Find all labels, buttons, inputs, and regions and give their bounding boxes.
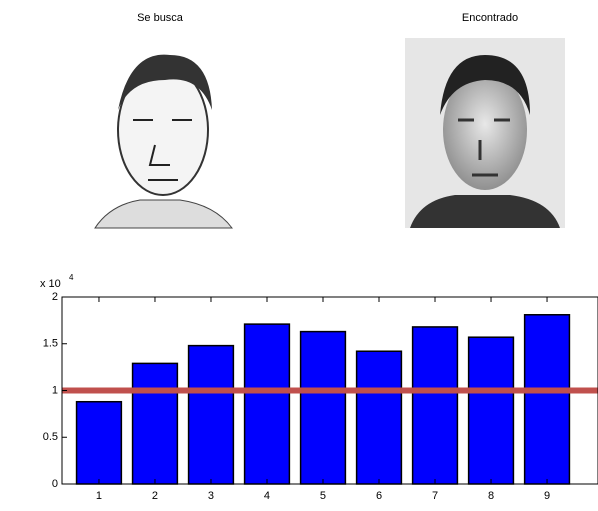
bar (525, 315, 570, 484)
figure: Se busca Encontrado 0 0.5 1 1.5 2 1 2 3 4 5 6 7 8 9 x … (0, 0, 598, 511)
x-tick-label: 1 (96, 490, 102, 502)
y-tick-label: 0.5 (43, 431, 58, 443)
bar-chart: 0 0.5 1 1.5 2 1 2 3 4 5 6 7 8 9 x 10 4 (40, 273, 598, 502)
bar (189, 346, 234, 484)
x-tick-label: 6 (376, 490, 382, 502)
y-tick-label: 0 (52, 478, 58, 490)
bar (301, 332, 346, 484)
y-multiplier: x 10 (40, 278, 61, 290)
image-title: Se busca (137, 12, 184, 24)
bar (469, 337, 514, 484)
x-tick-label: 5 (320, 490, 326, 502)
x-tick-label: 7 (432, 490, 438, 502)
photo-image (405, 38, 565, 228)
bar (245, 324, 290, 484)
x-tick-label: 3 (208, 490, 214, 502)
y-multiplier-exponent: 4 (69, 273, 74, 282)
page: Se busca Encontrado 0 0.5 1 1.5 2 1 2 3 4 5 6 7 8 9 x … (0, 0, 598, 511)
bar (133, 363, 178, 484)
y-tick-label: 1 (52, 384, 58, 396)
y-tick-label: 2 (52, 291, 58, 303)
x-tick-label: 4 (264, 490, 270, 502)
x-tick-label: 9 (544, 490, 550, 502)
bar (413, 327, 458, 484)
bar (357, 351, 402, 484)
bar (77, 402, 122, 484)
x-tick-label: 8 (488, 490, 494, 502)
image-title: Encontrado (462, 12, 518, 24)
y-tick-label: 1.5 (43, 338, 58, 350)
sketch-image (88, 38, 238, 228)
x-tick-label: 2 (152, 490, 158, 502)
